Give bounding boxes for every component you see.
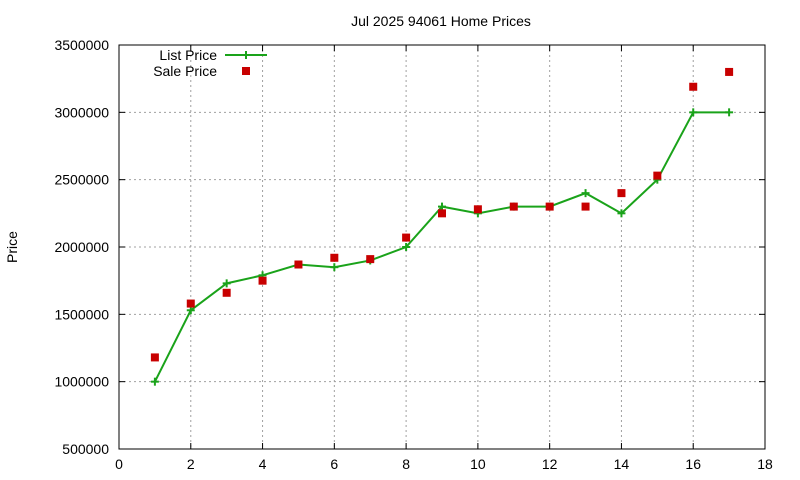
- x-tick-label: 8: [402, 456, 410, 472]
- legend-marker: [242, 51, 250, 59]
- list-price-point: [222, 279, 231, 288]
- y-tick-label: 2000000: [54, 239, 109, 255]
- legend-label: Sale Price: [153, 63, 217, 79]
- sale-price-point: [438, 209, 446, 218]
- x-tick-label: 0: [115, 456, 123, 472]
- x-tick-label: 4: [259, 456, 267, 472]
- list-price-point: [725, 108, 734, 117]
- sale-price-point: [545, 202, 554, 211]
- legend-label: List Price: [159, 47, 217, 63]
- x-tick-label: 14: [614, 456, 630, 472]
- sale-price-point: [509, 202, 518, 211]
- sale-price-point: [294, 260, 303, 269]
- sale-price-point: [689, 82, 698, 91]
- series-sale-price: [150, 67, 734, 362]
- sale-price-point: [258, 276, 267, 285]
- chart-title: Jul 2025 94061 Home Prices: [351, 13, 531, 29]
- x-tick-label: 10: [470, 456, 486, 472]
- x-tick-label: 6: [330, 456, 338, 472]
- sale-price-point: [581, 202, 590, 211]
- y-tick-label: 1500000: [54, 306, 109, 322]
- list-price-point: [186, 306, 195, 315]
- y-tick-label: 3500000: [54, 37, 109, 53]
- sale-price-point: [150, 353, 159, 362]
- series: [150, 67, 734, 386]
- list-price-point: [150, 377, 159, 386]
- y-axis-label: Price: [4, 231, 20, 263]
- y-tick-label: 2500000: [54, 172, 109, 188]
- sale-price-point: [725, 67, 734, 76]
- legend-marker: [242, 67, 250, 75]
- x-tick-label: 18: [757, 456, 773, 472]
- sale-price-point: [222, 288, 231, 297]
- x-tick-label: 12: [542, 456, 558, 472]
- sale-price-point: [366, 255, 375, 264]
- y-tick-label: 3000000: [54, 104, 109, 120]
- sale-price-point: [330, 253, 339, 262]
- x-tick-label: 16: [685, 456, 701, 472]
- list-price-line: [153, 111, 730, 383]
- sale-price-point: [653, 171, 662, 180]
- grid: [119, 45, 765, 449]
- sale-price-point: [617, 189, 626, 198]
- sale-price-point: [186, 299, 195, 308]
- list-price-point: [438, 202, 446, 211]
- x-tick-label: 2: [187, 456, 195, 472]
- list-price-point: [689, 108, 698, 117]
- sale-price-point: [473, 205, 482, 214]
- list-price-point: [581, 189, 590, 198]
- list-price-point: [402, 243, 411, 251]
- list-price-point: [617, 209, 626, 218]
- y-tick-label: 500000: [62, 441, 109, 457]
- axis-ticks: 0 2 4 6 8 10 12 14 16 18 500000 1000000 1500000 20000…: [54, 37, 773, 472]
- y-tick-label: 1000000: [54, 374, 109, 390]
- list-price-point: [330, 263, 339, 272]
- sale-price-point: [402, 233, 411, 242]
